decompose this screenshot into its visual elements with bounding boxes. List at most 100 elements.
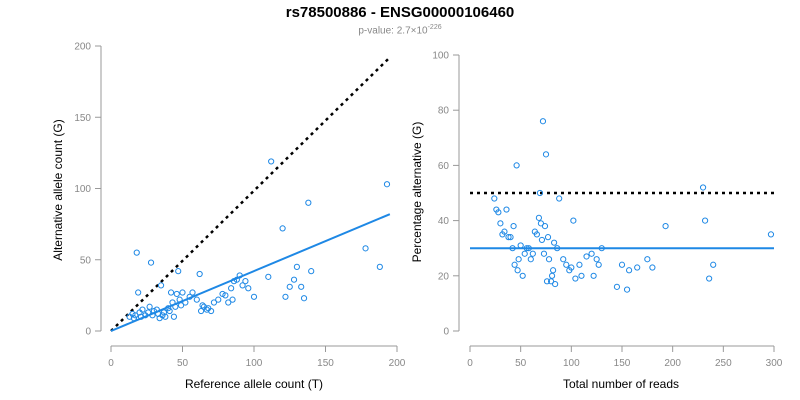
right-data-point [536, 189, 544, 197]
left-data-point [265, 273, 272, 280]
right-data-point [541, 223, 549, 230]
left-data-point [290, 276, 298, 283]
left-reference-line [110, 56, 391, 332]
right-data-point [699, 184, 707, 191]
right-data-point [548, 272, 556, 279]
right-data-point [590, 272, 597, 279]
right-data-point [662, 223, 669, 230]
right-data-point [649, 264, 656, 271]
right-lines [470, 191, 774, 250]
right-x-tick-label: 200 [664, 358, 681, 369]
left-data-point [145, 309, 152, 316]
right-data-point [767, 231, 775, 238]
right-x-axis-title: Total number of reads [563, 377, 679, 391]
right-data-point [515, 256, 522, 263]
left-y-tick-label: 200 [74, 42, 91, 53]
right-data-point [583, 253, 590, 260]
right-x-tick-label: 100 [563, 358, 580, 369]
right-data-point [618, 261, 626, 268]
right-x-tick-label: 150 [614, 358, 631, 369]
right-y-tick-label: 80 [438, 106, 450, 117]
right-data-point [505, 234, 512, 241]
left-data-point [222, 292, 229, 299]
left-data-point [298, 283, 305, 290]
left-data-point [193, 296, 200, 303]
left-data-point [215, 296, 222, 303]
right-data-point [503, 206, 510, 213]
left-data-point [199, 302, 206, 309]
left-x-axis-title: Reference allele count (T) [185, 377, 323, 391]
right-data-point [501, 228, 508, 235]
right-data-point [634, 264, 641, 271]
right-data-point [533, 231, 540, 238]
left-data-point [286, 283, 293, 290]
left-x-tick-label: 200 [389, 358, 406, 369]
right-data-point [598, 245, 605, 252]
left-data-point [172, 303, 179, 310]
left-y-tick-label: 100 [74, 184, 91, 195]
right-data-point [511, 261, 518, 268]
right-data-point [495, 209, 502, 216]
right-data-point [552, 280, 559, 288]
left-data-point [279, 225, 286, 232]
left-y-tick-label: 150 [74, 113, 91, 124]
right-data-point [540, 250, 548, 257]
right-data-point [556, 195, 563, 202]
right-data-point [593, 256, 600, 263]
left-data-point [203, 306, 210, 313]
left-data-point [239, 282, 246, 289]
left-data-point [175, 268, 182, 275]
left-data-point [166, 307, 173, 315]
left-data-point [157, 282, 165, 289]
left-x-tick-label: 150 [317, 358, 334, 369]
right-data-point [543, 278, 551, 285]
right-y-tick-label: 0 [443, 327, 449, 338]
right-data-point [539, 118, 547, 125]
left-data-point [228, 285, 235, 292]
right-data-point [535, 214, 543, 221]
left-data-point [208, 307, 215, 315]
right-data-point [542, 151, 550, 158]
right-data-point [517, 242, 524, 249]
left-panel: 0 50 100 150 200 0 50 100 150 200 Reference allel… [51, 42, 406, 392]
left-data-point [293, 263, 300, 270]
right-data-point [525, 245, 532, 252]
left-data-point [189, 289, 196, 296]
right-data-point [613, 283, 621, 290]
left-data-point [305, 199, 312, 206]
left-data-point [182, 299, 189, 306]
left-data-point [383, 181, 391, 188]
left-data-point [132, 312, 139, 319]
left-axes: 0 50 100 150 200 0 50 100 150 200 [74, 42, 405, 370]
left-data-point [173, 290, 180, 298]
right-data-point [538, 236, 546, 244]
pvalue-exponent: -226 [427, 24, 442, 31]
right-data-point [572, 275, 579, 282]
left-data-point [176, 296, 183, 303]
left-data-point [376, 263, 383, 270]
right-data-point [514, 267, 521, 274]
left-data-point [162, 313, 169, 320]
right-x-tick-label: 50 [515, 358, 527, 369]
right-data-point [529, 250, 536, 257]
right-data-point [537, 220, 545, 227]
left-data-point [149, 312, 156, 319]
right-data-point [497, 220, 504, 227]
left-data-point [153, 306, 160, 313]
right-data-point [519, 272, 526, 279]
left-data-point [137, 313, 145, 320]
right-data-point [549, 267, 557, 274]
right-data-point [510, 223, 517, 230]
right-data-point [706, 275, 713, 282]
right-data-point [701, 217, 709, 224]
left-data-point [362, 245, 369, 252]
right-data-point [644, 256, 651, 263]
right-data-point [625, 267, 633, 274]
right-y-tick-label: 100 [432, 51, 449, 62]
right-x-tick-label: 0 [467, 358, 473, 369]
right-data-point [491, 195, 498, 202]
left-data-point [242, 278, 249, 285]
right-y-axis-title: Percentage alternative (G) [410, 122, 424, 263]
